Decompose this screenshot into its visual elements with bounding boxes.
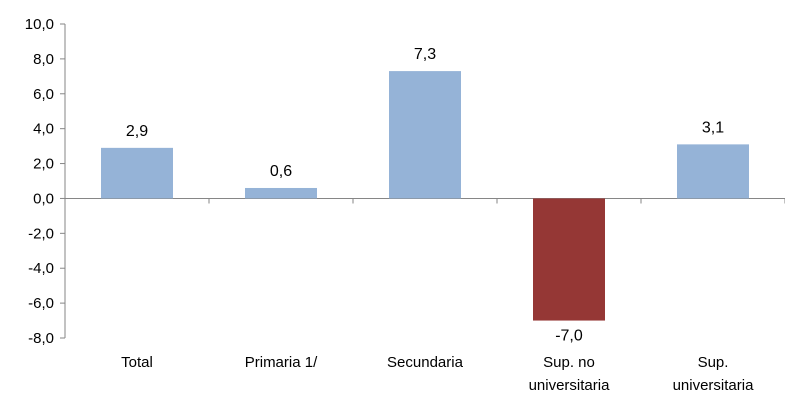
y-axis: 10,0 8,0 6,0 4,0 2,0 0,0 -2,0 -4,0 -6,0 -8,0 [25,16,66,347]
y-tick-label: 6,0 [33,86,54,103]
category-label: universitaria [529,377,611,394]
data-label: 7,3 [414,46,436,63]
category-label: Secundaria [387,354,464,371]
data-label: 2,9 [126,123,148,140]
category-label: universitaria [673,377,755,394]
category-label: Total [121,354,153,371]
x-axis [65,197,785,204]
category-label: Primaria 1/ [245,354,318,371]
y-tick-label: 8,0 [33,51,54,68]
y-tick-label: -6,0 [28,295,54,312]
y-tick-label: 0,0 [33,190,54,207]
y-tick-label: 4,0 [33,121,54,138]
category-labels: Total Primaria 1/Secundaria Sup. no univers… [121,354,754,394]
bar [389,71,461,199]
data-label: 0,6 [270,163,292,180]
y-tick-label: -2,0 [28,225,54,242]
bar [533,198,605,321]
category-label: Sup. no [543,354,595,371]
category-label: Sup. [698,354,729,371]
bar [677,144,749,199]
data-labels: 2,9 0,6 7,3 -7,0 3,1 [126,46,724,344]
data-label: -7,0 [555,328,583,345]
y-tick-label: 10,0 [25,16,54,33]
y-tick-label: 2,0 [33,156,54,173]
bars [101,71,749,321]
bar [101,147,173,199]
data-label: 3,1 [702,119,724,136]
bar [245,187,317,199]
y-tick-label: -4,0 [28,260,54,277]
y-tick-label: -8,0 [28,330,54,347]
